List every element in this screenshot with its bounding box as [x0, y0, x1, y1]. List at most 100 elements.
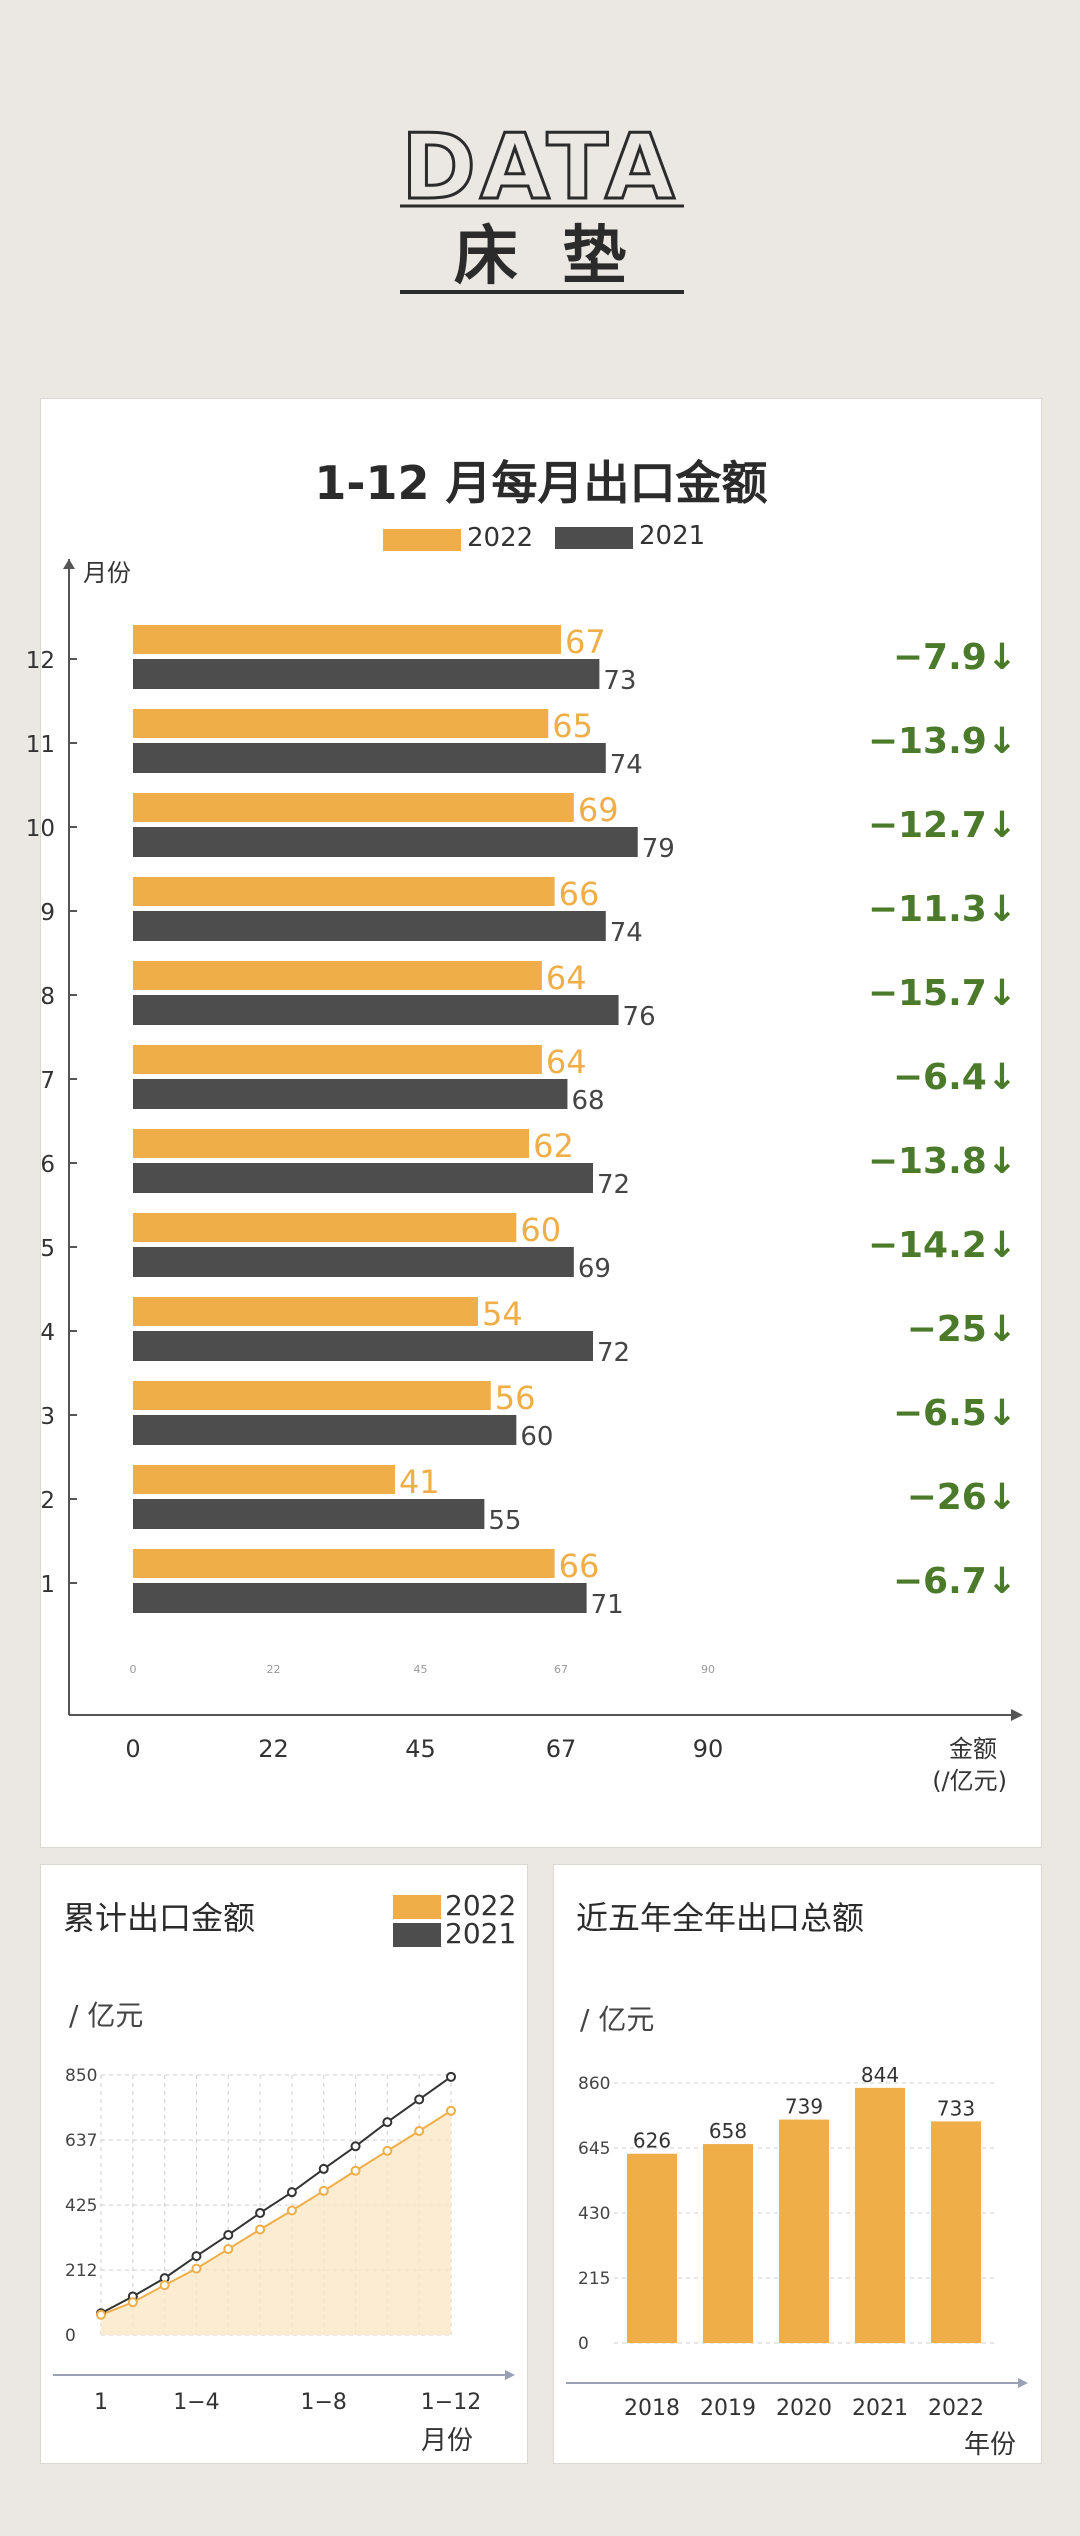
annual-bar — [855, 2087, 905, 2343]
bar-2022 — [133, 961, 542, 990]
bar-2022 — [133, 625, 562, 654]
y-tick-label: 6 — [40, 1152, 55, 1178]
bar-value-2021: 76 — [623, 1002, 656, 1032]
bar-2022 — [133, 793, 574, 822]
point-2022 — [223, 2244, 234, 2255]
point-2021 — [414, 2094, 425, 2105]
bar-2022 — [133, 1129, 530, 1158]
bar-value-2022: 54 — [482, 1295, 523, 1333]
yoy-change: −25↓ — [907, 1309, 1017, 1350]
point-2021 — [223, 2229, 234, 2240]
bar-2022 — [133, 709, 549, 738]
y-tick-label: 425 — [65, 2196, 97, 2216]
bar-value-2022: 67 — [565, 623, 606, 661]
y-tick-label: 2 — [40, 1488, 55, 1514]
yoy-change: −6.7↓ — [893, 1561, 1017, 1602]
logo-word: DATA — [401, 115, 678, 220]
yoy-change: −14.2↓ — [868, 1225, 1017, 1266]
bar-2022 — [133, 1213, 517, 1242]
bar-2021 — [133, 1247, 574, 1277]
y-axis-arrow — [63, 559, 75, 569]
bar-2022 — [133, 1549, 555, 1578]
bar-value-2021: 71 — [591, 1590, 624, 1620]
x-minor-tick-label: 90 — [701, 1663, 715, 1676]
yoy-change: −15.7↓ — [868, 973, 1017, 1014]
x-axis-arrow — [1018, 2378, 1028, 2388]
y-tick-label: 8 — [40, 984, 55, 1010]
bar-value-2021: 79 — [642, 834, 675, 864]
point-2021 — [286, 2187, 297, 2198]
annual-export-card: 近五年全年出口总额 / 亿元 0 215 430 645 860 626 2018 658 201… — [553, 1864, 1042, 2464]
x-minor-tick-label: 22 — [267, 1663, 281, 1676]
x-tick-label: 2018 — [624, 2396, 680, 2421]
point-2021 — [382, 2117, 393, 2128]
x-axis-arrow — [1011, 1709, 1023, 1721]
yoy-change: −11.3↓ — [868, 889, 1017, 930]
bar-value-2021: 72 — [597, 1170, 630, 1200]
legend-label-2021: 2021 — [445, 1917, 517, 1950]
x-tick-label: 0 — [125, 1735, 140, 1763]
bar-2022 — [133, 1465, 395, 1494]
yoy-change: −6.4↓ — [893, 1057, 1017, 1098]
yoy-change: −13.9↓ — [868, 721, 1017, 762]
bar-2021 — [133, 827, 638, 857]
x-tick-label: 22 — [258, 1735, 289, 1763]
y-tick-label: 10 — [26, 816, 55, 842]
cumulative-export-card: 累计出口金额 2022 2021 / 亿元 0 212 425 637 850 1 1−4 1−… — [40, 1864, 528, 2464]
x-tick-label: 1−8 — [301, 2390, 347, 2415]
point-2022 — [318, 2185, 329, 2196]
bar-value-label: 733 — [937, 2096, 975, 2120]
legend-label-2022: 2022 — [467, 523, 534, 553]
yoy-change: −26↓ — [907, 1477, 1017, 1518]
x-minor-tick-label: 0 — [130, 1663, 137, 1676]
bar-value-2021: 74 — [610, 750, 643, 780]
bar-2021 — [133, 1079, 568, 1109]
bar-2021 — [133, 1583, 587, 1613]
point-2022 — [382, 2145, 393, 2156]
y-tick-label: 860 — [578, 2074, 610, 2094]
legend-label-2021: 2021 — [639, 521, 706, 551]
bar-value-2022: 41 — [399, 1463, 440, 1501]
yoy-change: −6.5↓ — [893, 1393, 1017, 1434]
y-tick-label: 5 — [40, 1236, 55, 1262]
point-2022 — [446, 2105, 456, 2116]
line-2021 — [100, 2076, 452, 2315]
bar-2021 — [133, 1415, 517, 1445]
y-tick-label: 4 — [40, 1320, 55, 1346]
point-2022 — [96, 2309, 106, 2320]
yoy-change: −13.8↓ — [868, 1141, 1017, 1182]
x-tick-label: 2019 — [700, 2396, 756, 2421]
bar-2021 — [133, 995, 619, 1025]
monthly-export-card: 1-12 月每月出口金额 2022 2021 月份 金额 (/亿元) 12 67 73 −7… — [26, 398, 1042, 1848]
annual-bar-chart: / 亿元 0 215 430 645 860 626 2018 658 2019 739 2020 84… — [566, 2003, 1028, 2460]
bar-2022 — [133, 877, 555, 906]
bar-2021 — [133, 743, 606, 773]
bar-value-2022: 69 — [578, 791, 619, 829]
x-axis-label: 年份 — [964, 2430, 1016, 2460]
line-2022 — [100, 2109, 452, 2316]
bar-value-label: 739 — [785, 2095, 823, 2119]
x-tick-label: 1−4 — [173, 2390, 219, 2415]
bar-value-2022: 64 — [546, 1043, 587, 1081]
x-minor-tick-label: 67 — [554, 1663, 568, 1676]
bar-value-label: 626 — [633, 2129, 671, 2153]
x-tick-label: 2022 — [928, 2396, 984, 2421]
yoy-change: −7.9↓ — [893, 637, 1017, 678]
y-tick-label: 7 — [40, 1068, 55, 1094]
bar-value-2022: 62 — [533, 1127, 574, 1165]
bar-value-2021: 73 — [603, 666, 636, 696]
page-header: DATA 床 垫 — [0, 0, 1080, 320]
bar-2022 — [133, 1045, 542, 1074]
point-2022 — [286, 2205, 297, 2216]
point-2022 — [159, 2280, 170, 2291]
point-2022 — [191, 2263, 202, 2274]
point-2022 — [255, 2224, 266, 2235]
bar-value-2022: 66 — [559, 1547, 600, 1585]
bar-2022 — [133, 1381, 491, 1410]
bar-value-2022: 56 — [495, 1379, 536, 1417]
annual-chart-title: 近五年全年出口总额 — [576, 1899, 865, 1937]
bar-value-2022: 60 — [520, 1211, 561, 1249]
point-2022 — [350, 2165, 361, 2176]
point-2021 — [191, 2251, 202, 2262]
